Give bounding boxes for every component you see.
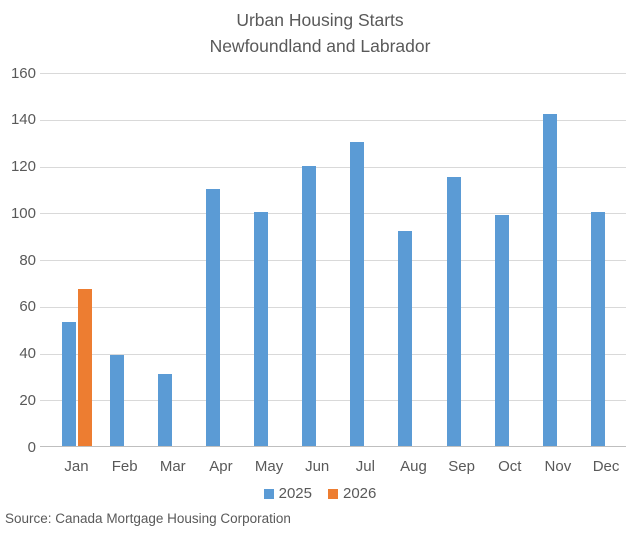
- bar-2025-jan: [61, 322, 76, 446]
- y-tick-label-0: 0: [27, 438, 36, 456]
- bar-2025-jun: [302, 165, 317, 446]
- x-tick-label-feb: Feb: [111, 458, 138, 475]
- legend-item-2025: 2025: [263, 485, 312, 502]
- bar-2025-sep: [446, 177, 461, 446]
- y-tick-label-40: 40: [19, 345, 36, 362]
- bar-2025-jul: [350, 142, 365, 446]
- gridline-80: [40, 260, 626, 261]
- plot-area: [40, 73, 626, 447]
- bar-2025-mar: [157, 373, 172, 446]
- legend-swatch-2026: [328, 488, 338, 499]
- bar-2025-feb: [109, 354, 124, 446]
- chart-title-line1: Urban Housing Starts: [236, 10, 404, 30]
- y-tick-label-120: 120: [10, 158, 36, 175]
- x-tick-label-jun: Jun: [305, 458, 330, 475]
- y-tick-label-60: 60: [19, 298, 36, 316]
- gridline-140: [40, 119, 626, 121]
- y-tick-label-20: 20: [19, 391, 36, 409]
- gridline-160: [40, 73, 626, 74]
- y-tick-label-160: 160: [10, 64, 36, 82]
- bar-2026-jan: [77, 289, 92, 446]
- x-tick-label-may: May: [254, 458, 284, 475]
- legend-swatch-2025: [263, 488, 274, 499]
- y-tick-label-140: 140: [10, 111, 36, 129]
- legend: 2025 2026: [0, 485, 640, 502]
- x-tick-label-dec: Dec: [592, 458, 620, 475]
- x-tick-label-jul: Jul: [355, 458, 375, 475]
- legend-label-2026: 2026: [343, 485, 377, 502]
- bar-2025-oct: [494, 214, 509, 446]
- bar-2025-apr: [205, 188, 220, 446]
- bar-2025-aug: [398, 230, 413, 446]
- bar-2025-nov: [542, 114, 557, 446]
- gridline-20: [40, 400, 626, 402]
- x-tick-label-apr: Apr: [209, 458, 233, 475]
- gridline-60: [40, 306, 626, 308]
- y-tick-label-80: 80: [19, 251, 36, 269]
- bar-2025-dec: [591, 212, 606, 446]
- chart-title: Urban Housing Starts Newfoundland and La…: [0, 7, 640, 59]
- gridline-120: [40, 166, 626, 168]
- x-tick-label-jan: Jan: [64, 458, 89, 475]
- gridline-100: [40, 213, 626, 215]
- x-tick-label-nov: Nov: [544, 458, 572, 475]
- x-tick-label-oct: Oct: [498, 458, 522, 475]
- gridline-40: [40, 353, 626, 355]
- y-tick-label-100: 100: [10, 204, 36, 222]
- bar-2025-may: [254, 212, 269, 446]
- legend-item-2026: 2026: [328, 485, 376, 502]
- x-tick-label-mar: Mar: [159, 458, 186, 475]
- source-text: Source: Canada Mortgage Housing Corporat…: [5, 511, 291, 526]
- legend-label-2025: 2025: [278, 485, 312, 502]
- x-axis-line: [40, 446, 626, 447]
- x-tick-label-aug: Aug: [400, 458, 427, 475]
- x-tick-label-sep: Sep: [448, 458, 475, 475]
- chart-title-line2: Newfoundland and Labrador: [209, 36, 431, 56]
